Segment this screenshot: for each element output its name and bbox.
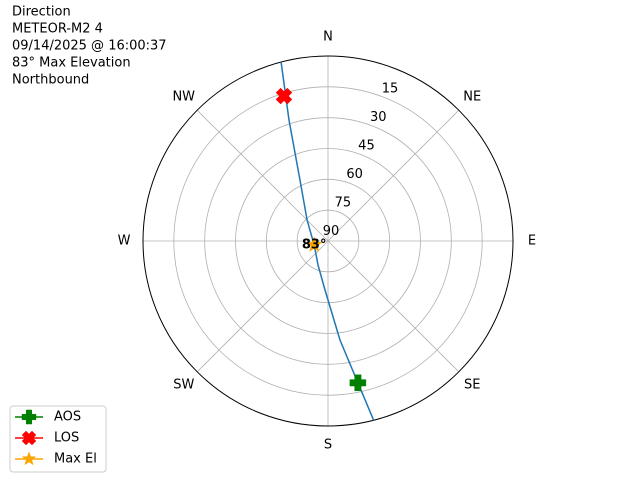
title-line: 09/14/2025 @ 16:00:37: [12, 39, 167, 54]
legend-label: AOS: [54, 410, 81, 425]
legend-label: LOS: [54, 431, 79, 446]
title-line: METEOR-M2 4: [12, 22, 103, 37]
grid-spoke: [327, 109, 460, 242]
theta-tick-label: N: [323, 30, 333, 45]
r-tick-label: 30: [370, 110, 387, 125]
grid-spoke: [196, 240, 329, 373]
point-x: [275, 87, 293, 105]
outer-frame: [142, 55, 514, 427]
theta-tick-label: SW: [173, 378, 194, 393]
point-plus: [349, 374, 367, 392]
r-tick-label: 90: [323, 224, 340, 239]
legend-marker: [21, 451, 37, 466]
value-label: 83°: [302, 237, 327, 252]
legend-label: Max El: [54, 452, 97, 467]
legend-marker: [21, 409, 37, 425]
legend-marker: [21, 430, 37, 446]
legend-box: [9, 405, 107, 473]
r-tick-label: 15: [382, 82, 399, 97]
title-line: Direction: [12, 5, 71, 20]
track-line: [280, 61, 375, 421]
r-tick-label: 75: [335, 196, 352, 211]
theta-tick-label: NE: [463, 89, 481, 104]
theta-tick-label: E: [528, 234, 536, 249]
theta-tick-label: W: [118, 234, 131, 249]
grid-spoke: [327, 240, 460, 373]
point-star: [305, 236, 323, 252]
title-line: 83° Max Elevation: [12, 56, 131, 71]
theta-tick-label: S: [324, 438, 332, 453]
r-tick-label: 60: [346, 167, 363, 182]
title-line: Northbound: [12, 73, 89, 88]
theta-tick-label: NW: [172, 89, 195, 104]
r-tick-label: 45: [358, 139, 375, 154]
grid-spoke: [196, 109, 329, 242]
theta-tick-label: SE: [464, 378, 480, 393]
legend: AOS LOS Max El: [9, 405, 107, 473]
